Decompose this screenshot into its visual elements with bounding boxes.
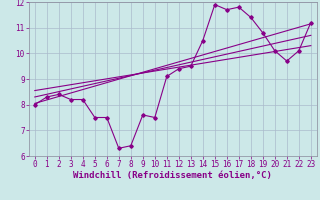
X-axis label: Windchill (Refroidissement éolien,°C): Windchill (Refroidissement éolien,°C) [73, 171, 272, 180]
